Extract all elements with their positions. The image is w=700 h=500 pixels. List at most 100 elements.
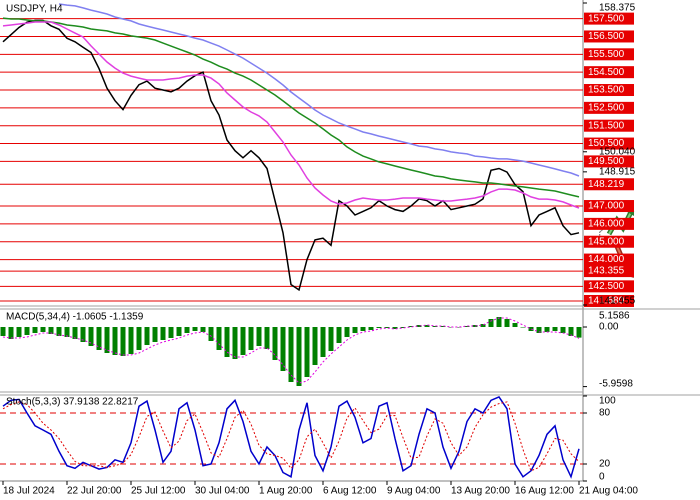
macd-bar: [376, 327, 382, 328]
macd-bar: [408, 326, 414, 327]
macd-bar: [576, 327, 582, 338]
level-label-box: [584, 155, 634, 168]
level-label-box: [584, 30, 634, 43]
macd-bar: [272, 327, 278, 360]
stoch-line: [2, 395, 580, 479]
stoch-line: [2, 401, 580, 472]
level-label-box: [584, 265, 634, 278]
price-line: [2, 19, 580, 292]
level-label: 153.500: [588, 85, 625, 96]
level-label: 142.500: [588, 281, 625, 292]
x-tick-label: 30 Jul 04:00: [195, 486, 250, 497]
macd-bar: [552, 327, 558, 331]
macd-bar: [248, 327, 254, 350]
macd-bar: [88, 327, 94, 346]
macd-bar: [40, 327, 46, 332]
macd-bar: [520, 327, 526, 328]
macd-bar: [8, 327, 14, 339]
macd-bar: [440, 326, 446, 327]
macd-bar: [16, 327, 22, 337]
macd-bar: [32, 327, 38, 333]
macd-bar: [288, 327, 294, 382]
macd-bar: [472, 325, 478, 327]
macd-bar: [320, 327, 326, 357]
macd-bar: [344, 327, 350, 337]
macd-bar: [96, 327, 102, 350]
price-title: USDJPY, H4: [6, 4, 63, 15]
macd-bar: [528, 327, 534, 331]
macd-bar: [416, 325, 422, 327]
level-label: 147.000: [588, 201, 625, 212]
level-label: 146.000: [588, 219, 625, 230]
level-label-box: [584, 200, 634, 213]
macd-bar: [232, 327, 238, 359]
macd-bar: [56, 327, 62, 336]
y-tick-label: 0: [599, 472, 605, 483]
level-label-box: [584, 119, 634, 132]
macd-bar: [312, 327, 318, 365]
macd-bar: [208, 327, 214, 341]
level-label: 144.000: [588, 254, 625, 265]
macd-bar: [128, 327, 134, 354]
macd-bar: [280, 327, 286, 371]
macd-bar: [72, 327, 78, 339]
y-tick-label: 0.00: [599, 322, 619, 333]
level-label-box: [584, 253, 634, 266]
macd-bar: [456, 327, 462, 328]
macd-bar: [432, 326, 438, 327]
macd-bar: [560, 327, 566, 333]
level-label: 152.500: [588, 103, 625, 114]
macd-bar: [160, 327, 166, 340]
level-label-box: [584, 101, 634, 114]
macd-title: MACD(5,34,4) -1.0605 -1.1359: [6, 312, 144, 323]
macd-bar: [360, 327, 366, 331]
x-tick-label: 6 Aug 12:00: [323, 486, 377, 497]
level-label-box: [584, 137, 634, 150]
macd-bar: [568, 327, 574, 336]
level-label-box: [584, 12, 634, 25]
macd-bar: [192, 327, 198, 331]
level-label-box: [584, 217, 634, 230]
y-tick-label: 20: [599, 459, 611, 470]
x-tick-label: 21 Aug 04:00: [579, 486, 638, 497]
level-label: 145.000: [588, 236, 625, 247]
x-tick-label: 9 Aug 04:00: [387, 486, 441, 497]
macd-bar: [304, 327, 310, 377]
macd-bar: [48, 327, 54, 334]
price-line: [2, 17, 580, 198]
level-label-box: [584, 294, 634, 307]
macd-bar: [120, 327, 126, 356]
y-tick-label: 141.455: [599, 296, 636, 307]
annotation: ?: [596, 223, 604, 239]
macd-bar: [0, 327, 6, 336]
macd-bar: [368, 327, 374, 330]
macd-bar: [400, 327, 406, 328]
level-label-box: [584, 66, 634, 79]
macd-bar: [296, 327, 302, 386]
macd-bar: [80, 327, 86, 342]
level-label: 155.500: [588, 49, 625, 60]
macd-bar: [264, 327, 270, 349]
level-label-box: [584, 235, 634, 248]
macd-bar: [168, 327, 174, 338]
level-label: 156.500: [588, 31, 625, 42]
level-label: 157.500: [588, 13, 625, 24]
macd-bar: [144, 327, 150, 345]
macd-bar: [384, 327, 390, 328]
x-tick-label: 18 Jul 2024: [3, 486, 55, 497]
macd-bar: [352, 327, 358, 333]
x-tick-label: 1 Aug 20:00: [259, 486, 313, 497]
macd-bar: [224, 327, 230, 357]
macd-bar: [64, 327, 70, 337]
level-label-box: [584, 178, 634, 191]
x-tick-label: 13 Aug 20:00: [451, 486, 510, 497]
y-tick-label: 148.915: [599, 166, 636, 177]
level-label: 141.680: [588, 296, 625, 307]
macd-bar: [512, 323, 518, 327]
macd-bar: [112, 327, 118, 355]
macd-bar: [544, 327, 550, 332]
y-tick-label: 80: [599, 408, 611, 419]
y-tick-label: 158.375: [599, 3, 636, 14]
macd-bar: [536, 327, 542, 333]
